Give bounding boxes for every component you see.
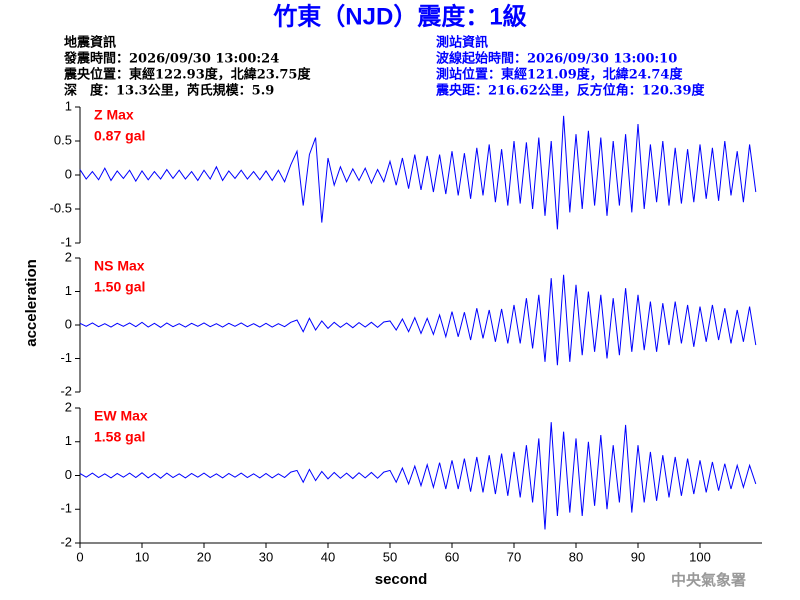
info-line: 測站位置：東經121.09度，北緯24.74度 [436, 67, 683, 83]
y-tick-label: 0 [65, 467, 72, 482]
y-tick-label: -2 [60, 383, 72, 398]
x-tick-label: 100 [689, 549, 711, 564]
credit: 中央氣象署 [671, 571, 746, 589]
x-tick-label: 30 [259, 549, 273, 564]
x-tick-label: 0 [76, 549, 83, 564]
y-tick-label: 1 [65, 433, 72, 448]
x-tick-label: 80 [569, 549, 583, 564]
y-tick-label: 1 [65, 283, 72, 298]
waveform [79, 422, 757, 530]
y-tick-label: -2 [60, 534, 72, 549]
y-tick-label: -1 [60, 234, 72, 249]
x-tick-label: 40 [321, 549, 335, 564]
max-label: 0.87 gal [94, 128, 145, 144]
info-line: 震央位置：東經122.93度，北緯23.75度 [63, 67, 311, 83]
y-tick-label: 2 [65, 399, 72, 414]
y-tick-label: 2 [65, 249, 72, 264]
info-line: 震央距：216.62公里，反方位角：120.39度 [435, 83, 706, 99]
waveform [79, 274, 757, 366]
y-tick-label: 0 [65, 166, 72, 181]
y-tick-label: -1 [60, 501, 72, 516]
y-tick-label: 0.5 [54, 132, 72, 147]
info-line: 波線起始時間：2026/09/30 13:00:10 [436, 51, 677, 67]
max-label: 1.58 gal [94, 429, 145, 445]
waveform [79, 115, 757, 230]
y-tick-label: 1 [65, 98, 72, 113]
info-line: 測站資訊 [436, 35, 488, 51]
info-line: 發震時間：2026/09/30 13:00:24 [63, 51, 279, 67]
x-tick-label: 20 [197, 549, 211, 564]
y-axis-label: acceleration [23, 259, 40, 347]
y-tick-label: 0 [65, 316, 72, 331]
y-tick-label: -0.5 [50, 200, 72, 215]
x-tick-label: 60 [445, 549, 459, 564]
x-tick-label: 90 [631, 549, 645, 564]
series-label: NS Max [94, 258, 145, 274]
x-tick-label: 70 [507, 549, 521, 564]
info-line: 地震資訊 [64, 35, 116, 51]
x-tick-label: 50 [383, 549, 397, 564]
series-label: EW Max [94, 408, 148, 424]
y-tick-label: -1 [60, 350, 72, 365]
chart-title: 竹東（NJD）震度：1級 [272, 2, 526, 30]
series-label: Z Max [94, 107, 134, 123]
x-tick-label: 10 [135, 549, 149, 564]
max-label: 1.50 gal [94, 279, 145, 295]
x-axis-label: second [375, 571, 428, 588]
info-line: 深 度：13.3公里，芮氏規模：5.9 [64, 83, 274, 99]
